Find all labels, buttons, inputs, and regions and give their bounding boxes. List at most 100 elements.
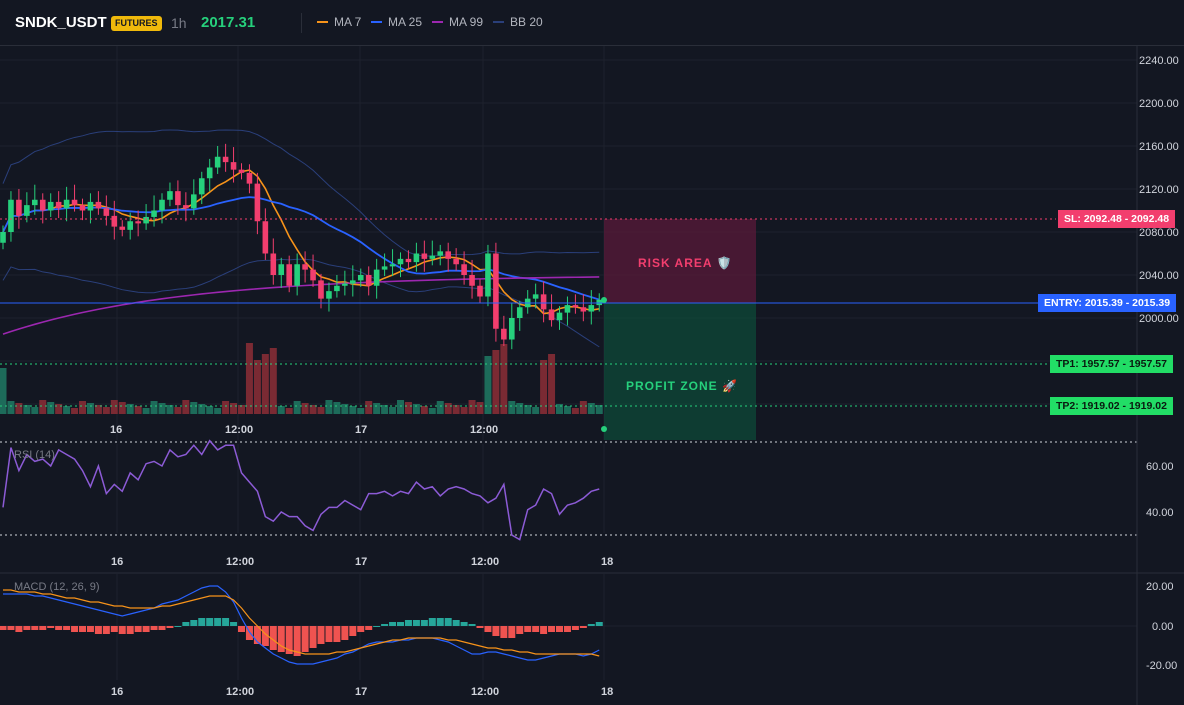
time-axis-macd[interactable]: 16 12:00 17 12:00 18: [111, 686, 613, 698]
price-tick: 2080.00: [1139, 227, 1179, 239]
macd-histogram-bar: [55, 626, 63, 630]
tp2-price-label[interactable]: TP2: 1919.02 - 1919.02: [1050, 397, 1173, 415]
macd-tick: -20.00: [1146, 660, 1177, 672]
volume-bar: [277, 406, 285, 414]
candle-body: [254, 183, 261, 222]
macd-histogram-bar: [158, 626, 166, 630]
volume-bar: [206, 406, 214, 414]
volume-bar: [39, 400, 47, 414]
volume-bar: [317, 407, 325, 414]
volume-bar: [301, 403, 309, 414]
interval-selector[interactable]: 1h: [171, 15, 187, 31]
candle-body: [24, 205, 30, 216]
volume-bar: [55, 404, 63, 414]
entry-price-label[interactable]: ENTRY: 2015.39 - 2015.39: [1038, 294, 1177, 312]
candle-body: [342, 283, 348, 286]
volume-bar: [492, 350, 500, 414]
macd-histogram-bar: [333, 626, 341, 642]
time-tick: 16: [111, 686, 123, 698]
time-tick: 17: [355, 556, 367, 568]
candle-body: [548, 309, 555, 321]
bollinger-bands: [2, 129, 600, 348]
time-tick: 17: [355, 686, 367, 698]
macd-histogram-bar: [245, 626, 253, 640]
macd-histogram-bar: [39, 626, 47, 630]
legend-ma99[interactable]: MA 99: [432, 15, 483, 29]
candle-body: [302, 264, 308, 270]
candle-body: [294, 264, 300, 286]
macd-histogram-bar: [7, 626, 15, 630]
candle-body: [167, 191, 173, 200]
candle-body: [87, 201, 94, 211]
volume-bar: [94, 405, 102, 414]
macd-histogram-bar: [277, 626, 285, 652]
ma7-label: MA 7: [334, 15, 362, 29]
macd-histogram-bar: [500, 626, 508, 638]
candle-body: [198, 178, 205, 195]
volume-bar: [516, 403, 524, 414]
sl-price-label[interactable]: SL: 2092.48 - 2092.48: [1058, 210, 1176, 228]
rsi-pane[interactable]: [2, 439, 600, 541]
volume-bar: [508, 401, 516, 414]
time-tick: 18: [601, 556, 613, 568]
candle-body: [509, 318, 515, 340]
candle-body: [270, 253, 277, 275]
macd-histogram-bar: [63, 626, 71, 630]
macd-histogram-bar: [182, 622, 190, 626]
price-axis[interactable]: 2240.00 2200.00 2160.00 2120.00 2080.00 …: [1139, 55, 1179, 325]
macd-pane[interactable]: [0, 585, 603, 665]
candle-body: [365, 275, 372, 286]
candle-body: [0, 232, 6, 243]
candle-body: [278, 264, 285, 275]
time-tick: 12:00: [471, 556, 499, 568]
symbol-name[interactable]: SNDK_USDT: [15, 14, 107, 31]
volume-bar: [222, 401, 230, 414]
volume-bar: [420, 406, 428, 414]
volume-bar: [7, 401, 15, 414]
candle-body: [55, 201, 62, 209]
candle-body: [477, 285, 483, 297]
macd-histogram-bar: [253, 626, 261, 644]
macd-histogram-bar: [357, 626, 365, 632]
macd-histogram-bar: [15, 626, 23, 632]
time-axis-rsi[interactable]: 16 12:00 17 12:00 18: [111, 556, 613, 568]
volume-bar: [182, 400, 190, 414]
candle-body: [453, 258, 459, 265]
volume-bar: [118, 402, 126, 414]
time-tick: 18: [601, 686, 613, 698]
macd-histogram-bar: [126, 626, 134, 634]
volume-bar: [285, 408, 293, 414]
price-tick: 2000.00: [1139, 313, 1179, 325]
candle-body: [286, 264, 292, 286]
macd-histogram-bar: [301, 626, 309, 652]
candle-body: [214, 156, 221, 168]
candle-body: [373, 269, 380, 286]
volume-bar: [484, 356, 492, 414]
chart-grid: [0, 46, 1137, 680]
price-tick: 2120.00: [1139, 184, 1179, 196]
macd-histogram-bar: [71, 626, 79, 632]
futures-badge: FUTURES: [111, 16, 162, 31]
candle-body: [556, 312, 563, 321]
macd-histogram-bar: [23, 626, 31, 630]
volume-bar: [468, 400, 476, 414]
tp1-price-label[interactable]: TP1: 1957.57 - 1957.57: [1050, 355, 1173, 373]
macd-axis[interactable]: 20.00 0.00 -20.00: [1146, 581, 1177, 672]
price-tick: 2040.00: [1139, 270, 1179, 282]
legend-ma7[interactable]: MA 7: [317, 15, 361, 29]
legend-bb20[interactable]: BB 20: [493, 15, 543, 29]
volume-bar: [587, 403, 595, 414]
price-tick: 2240.00: [1139, 55, 1179, 67]
macd-histogram-bar: [516, 626, 524, 634]
macd-histogram-bar: [540, 626, 548, 634]
macd-histogram-bar: [468, 624, 476, 626]
legend-ma25[interactable]: MA 25: [371, 15, 422, 29]
macd-title: MACD (12, 26, 9): [14, 581, 100, 593]
time-axis-main[interactable]: 16 12:00 17 12:00: [110, 424, 498, 436]
candle-body: [350, 280, 356, 284]
volume-bar: [524, 405, 532, 414]
volume-bar: [150, 401, 158, 414]
volume-bar: [428, 408, 436, 414]
rsi-axis[interactable]: 60.00 40.00: [1146, 461, 1174, 519]
